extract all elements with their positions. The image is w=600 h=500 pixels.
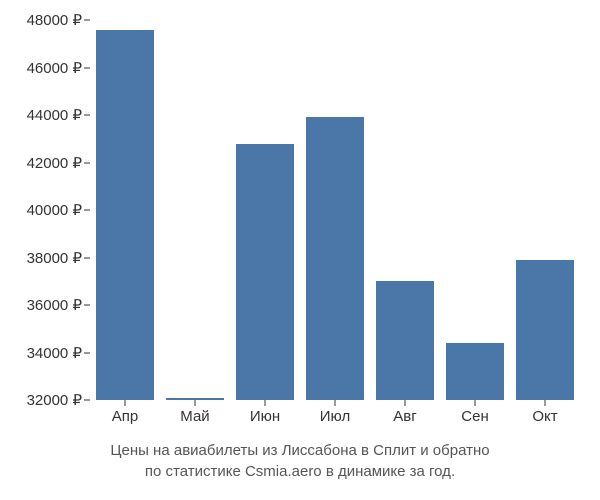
- price-chart: 32000 ₽ 34000 ₽ 36000 ₽ 38000 ₽ 40000 ₽ 42000…: [0, 0, 600, 500]
- y-tick-label: 42000 ₽: [27, 154, 82, 172]
- y-tick-label: 38000 ₽: [27, 249, 82, 267]
- x-tick-label: Июн: [250, 408, 280, 425]
- caption-line-2: по статистике Csmia.aero в динамике за г…: [0, 461, 600, 482]
- x-tick-label: Окт: [532, 408, 557, 425]
- bar: [96, 30, 153, 401]
- bar: [306, 117, 363, 400]
- x-tick-mark: [335, 400, 336, 406]
- x-tick-mark: [125, 400, 126, 406]
- x-tick-mark: [265, 400, 266, 406]
- x-tick-label: Сен: [461, 408, 488, 425]
- bar: [516, 260, 573, 400]
- x-tick-mark: [405, 400, 406, 406]
- y-axis: 32000 ₽34000 ₽36000 ₽38000 ₽40000 ₽42000…: [0, 20, 90, 400]
- x-tick-mark: [195, 400, 196, 406]
- y-tick-label: 34000 ₽: [27, 344, 82, 362]
- x-tick-label: Июл: [320, 408, 350, 425]
- x-tick-label: Май: [180, 408, 209, 425]
- bar: [446, 343, 503, 400]
- x-tick-label: Авг: [393, 408, 416, 425]
- y-tick-label: 44000 ₽: [27, 106, 82, 124]
- y-tick-label: 32000 ₽: [27, 391, 82, 409]
- y-tick-label: 40000 ₽: [27, 201, 82, 219]
- chart-caption: Цены на авиабилеты из Лиссабона в Сплит …: [0, 440, 600, 482]
- caption-line-1: Цены на авиабилеты из Лиссабона в Сплит …: [0, 440, 600, 461]
- x-tick-mark: [475, 400, 476, 406]
- y-tick-label: 46000 ₽: [27, 59, 82, 77]
- x-axis: Апр Май Июн Июл Авг Сен Окт: [90, 400, 580, 430]
- bar: [376, 281, 433, 400]
- bar: [236, 144, 293, 401]
- x-tick-label: Апр: [112, 408, 138, 425]
- y-tick-label: 48000 ₽: [27, 11, 82, 29]
- y-tick-label: 36000 ₽: [27, 296, 82, 314]
- plot-area: [90, 20, 580, 400]
- x-tick-mark: [545, 400, 546, 406]
